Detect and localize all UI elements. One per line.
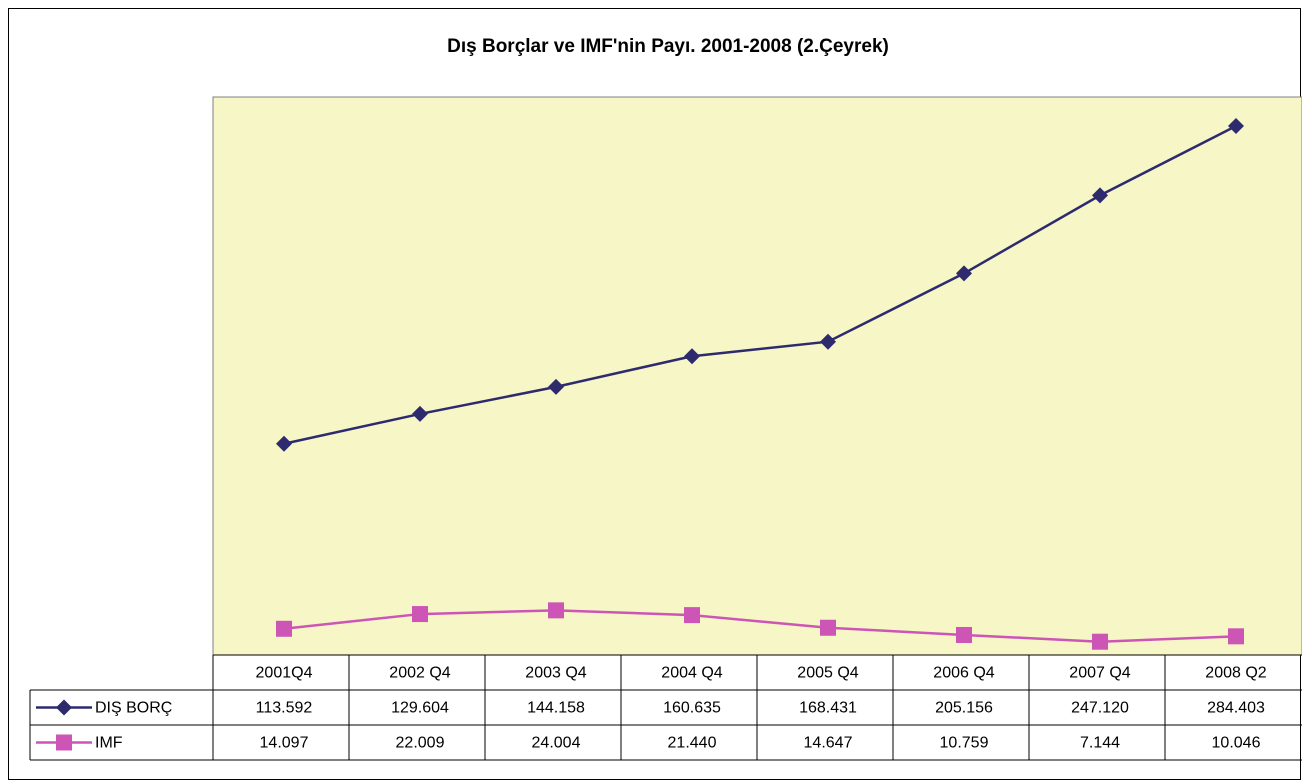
table-value: 22.009 <box>396 735 445 752</box>
table-value: 160.635 <box>663 700 721 717</box>
x-tick-label: 2004 Q4 <box>661 665 722 682</box>
marker <box>548 602 564 619</box>
marker <box>1228 118 1244 135</box>
table-value: 7.144 <box>1080 735 1120 752</box>
table-value: 129.604 <box>391 700 449 717</box>
table-value: 284.403 <box>1207 700 1265 717</box>
marker <box>1092 633 1108 650</box>
line <box>283 609 1237 643</box>
marker <box>1228 628 1244 645</box>
plot-area <box>212 96 1302 656</box>
table-value: 205.156 <box>935 700 993 717</box>
x-tick-label: 2008 Q2 <box>1205 665 1266 682</box>
x-tick-label: 2002 Q4 <box>389 665 450 682</box>
legend-label: IMF <box>95 735 123 752</box>
line <box>283 124 1237 445</box>
marker <box>956 265 972 282</box>
marker <box>56 734 72 751</box>
x-tick-label: 2001Q4 <box>256 665 313 682</box>
table-value: 10.046 <box>1212 735 1261 752</box>
x-tick-label: 2003 Q4 <box>525 665 586 682</box>
marker <box>412 606 428 623</box>
table-value: 113.592 <box>256 700 313 717</box>
table-value: 10.759 <box>940 735 989 752</box>
marker <box>684 607 700 624</box>
table-value: 247.120 <box>1071 700 1129 717</box>
marker <box>820 619 836 636</box>
x-tick-label: 2006 Q4 <box>933 665 994 682</box>
table-value: 14.647 <box>804 735 853 752</box>
table-value: 21.440 <box>668 735 717 752</box>
marker <box>56 699 72 716</box>
marker <box>412 405 428 422</box>
marker <box>820 333 836 350</box>
chart-title: Dış Borçlar ve IMF'nin Payı. 2001-2008 (… <box>447 36 889 57</box>
table-value: 168.431 <box>799 700 857 717</box>
x-tick-label: 2007 Q4 <box>1069 665 1130 682</box>
table-value: 144.158 <box>527 700 585 717</box>
marker <box>276 620 292 637</box>
marker <box>956 626 972 643</box>
table-value: 14.097 <box>260 735 309 752</box>
marker <box>276 435 292 452</box>
marker <box>548 378 564 395</box>
table-value: 24.004 <box>532 735 581 752</box>
legend-label: DIŞ BORÇ <box>95 700 172 717</box>
marker <box>1092 187 1108 204</box>
x-tick-label: 2005 Q4 <box>797 665 858 682</box>
marker <box>684 348 700 365</box>
